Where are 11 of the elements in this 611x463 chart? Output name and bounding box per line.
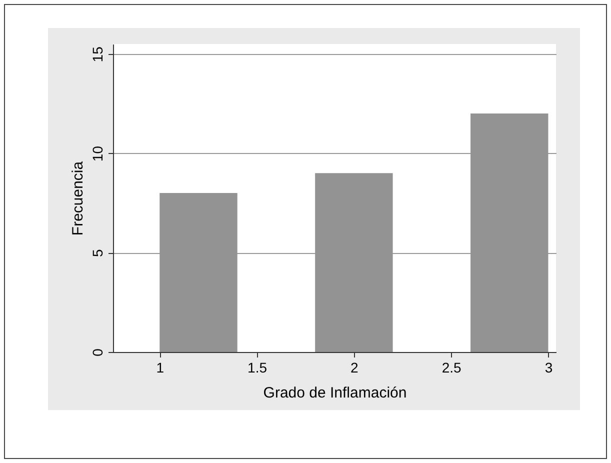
- y-tick-label: 5: [90, 249, 106, 258]
- y-tick-label: 10: [90, 146, 106, 162]
- y-axis-title: Frecuencia: [70, 160, 86, 236]
- x-tick-label: 3: [544, 360, 553, 376]
- y-tick-label: 0: [90, 348, 106, 356]
- y-tick-label: 15: [90, 46, 106, 62]
- x-tick-label: 2: [350, 360, 359, 376]
- x-tick-label: 2.5: [442, 360, 462, 376]
- x-tick-label: 1: [156, 360, 164, 376]
- x-axis-title: Grado de Inflamación: [263, 384, 407, 402]
- x-tick-label: 1.5: [248, 360, 268, 376]
